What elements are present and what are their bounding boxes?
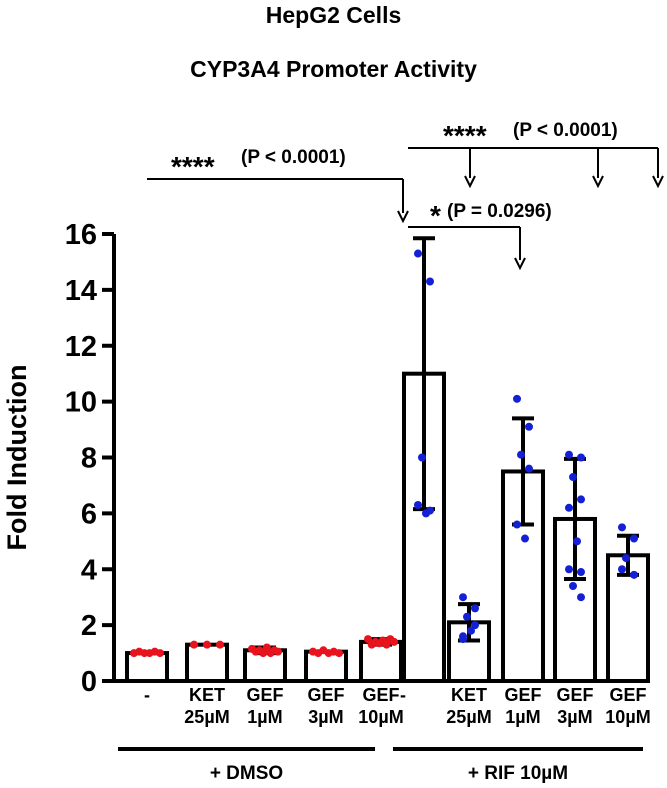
bar xyxy=(359,639,403,684)
category-label: 25µM xyxy=(184,707,229,727)
category-label: 10µM xyxy=(358,707,403,727)
significance-annotations: **** (P < 0.0001) **** (P < 0.0001) * (P = 0.… xyxy=(147,120,664,271)
y-tick-label: 2 xyxy=(81,610,97,642)
data-point xyxy=(426,277,434,286)
data-point xyxy=(414,249,422,258)
data-point xyxy=(525,422,533,431)
group-label: + DMSO xyxy=(210,763,283,784)
category-label: GEF xyxy=(556,685,593,705)
data-point xyxy=(569,582,577,591)
data-point xyxy=(565,503,573,512)
data-point xyxy=(190,640,198,649)
data-point xyxy=(390,637,398,646)
chart-subtitle: CYP3A4 Promoter Activity xyxy=(190,56,477,82)
data-point xyxy=(459,593,467,602)
data-point xyxy=(422,509,430,518)
category-label: KET xyxy=(451,685,487,705)
data-point xyxy=(414,500,422,509)
sig-stars-1: **** xyxy=(171,151,215,182)
data-point xyxy=(513,520,521,529)
category-label: KET xyxy=(189,685,225,705)
category-label: GEF xyxy=(246,685,283,705)
data-point xyxy=(618,523,626,532)
bar xyxy=(125,651,169,683)
data-point xyxy=(577,495,585,504)
data-point xyxy=(565,450,573,459)
data-point xyxy=(618,565,626,574)
category-label: GEF xyxy=(504,685,541,705)
data-point xyxy=(216,640,224,649)
data-point xyxy=(573,537,581,546)
sig-pvalue-2: (P < 0.0001) xyxy=(513,120,618,141)
category-label: GEF xyxy=(609,685,646,705)
y-tick-label: 14 xyxy=(65,275,97,307)
group-label: + RIF 10µM xyxy=(468,763,568,784)
data-point xyxy=(569,473,577,482)
data-point xyxy=(521,534,529,543)
data-point xyxy=(459,635,467,644)
bar xyxy=(185,642,229,684)
data-point xyxy=(622,554,630,563)
sig-pvalue-1: (P < 0.0001) xyxy=(241,147,346,168)
chart-title: HepG2 Cells xyxy=(265,2,402,28)
sig-arrow-1-arrowhead xyxy=(397,210,409,224)
y-tick-label: 0 xyxy=(81,666,97,698)
y-tick-label: 16 xyxy=(65,219,97,251)
category-label: 10µM xyxy=(605,707,650,727)
y-tick-label: 8 xyxy=(81,443,97,475)
data-point xyxy=(513,394,521,403)
points xyxy=(130,249,638,658)
category-label: 1µM xyxy=(505,707,540,727)
category-label: 3µM xyxy=(308,707,343,727)
sig-arrow-3-arrowhead xyxy=(514,257,526,271)
data-point xyxy=(156,649,164,658)
data-point xyxy=(630,570,638,579)
data-point xyxy=(565,565,573,574)
category-label: GEF xyxy=(362,685,399,705)
category-label: 25µM xyxy=(446,707,491,727)
data-point xyxy=(471,621,479,630)
sig-pvalue-3: (P = 0.0296) xyxy=(447,201,552,222)
data-point xyxy=(463,612,471,621)
category-label: - xyxy=(144,685,150,705)
axes: 0 2 4 6 8 10 12 14 16 Fold Induction xyxy=(2,219,643,698)
y-axis-label: Fold Induction xyxy=(2,365,32,551)
sig-arrow-2a-arrowhead xyxy=(464,175,476,189)
y-tick-label: 6 xyxy=(81,498,97,530)
data-point xyxy=(335,649,343,658)
data-point xyxy=(525,464,533,473)
category-label: 1µM xyxy=(247,707,282,727)
data-point xyxy=(467,626,475,635)
category-label: GEF xyxy=(307,685,344,705)
data-point xyxy=(630,534,638,543)
sig-stars-3: * xyxy=(430,200,441,231)
sig-arrow-2b-arrowhead xyxy=(592,175,604,189)
sig-arrow-2c-arrowhead xyxy=(652,175,664,189)
y-tick-label: 12 xyxy=(65,331,97,363)
data-point xyxy=(274,647,282,656)
y-tick-label: 10 xyxy=(65,387,97,419)
data-point xyxy=(577,593,585,602)
y-tick-label: 4 xyxy=(81,554,97,586)
data-point xyxy=(577,568,585,577)
data-point xyxy=(577,453,585,462)
data-point xyxy=(471,604,479,613)
data-point xyxy=(517,450,525,459)
data-point xyxy=(418,453,426,462)
sig-stars-2: **** xyxy=(443,120,487,151)
data-point xyxy=(203,640,211,649)
bars xyxy=(125,236,650,684)
category-label: - xyxy=(400,685,406,705)
category-label: 3µM xyxy=(557,707,592,727)
